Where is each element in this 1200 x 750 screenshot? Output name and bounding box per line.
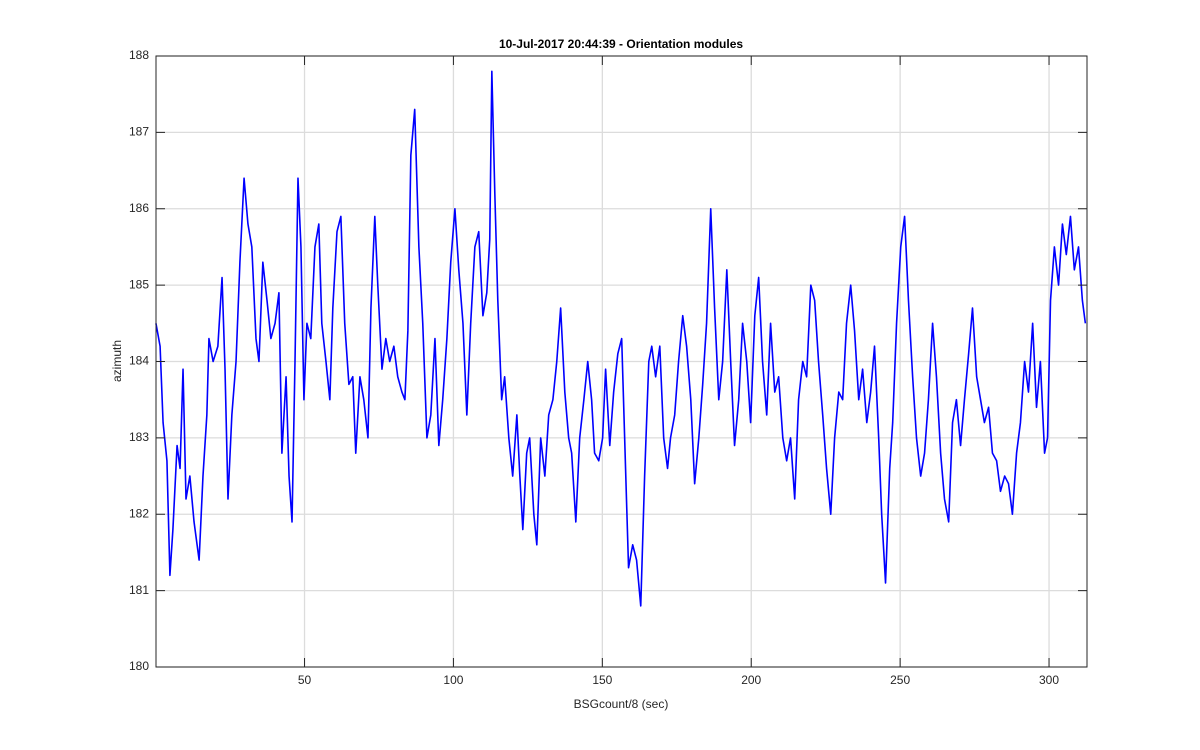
y-tick-label: 188 (129, 48, 149, 62)
y-tick-label: 186 (129, 201, 149, 215)
x-tick-label: 300 (1039, 673, 1059, 687)
x-tick-label: 250 (890, 673, 910, 687)
y-tick-label: 187 (129, 125, 149, 139)
y-tick-label: 182 (129, 506, 149, 520)
y-tick-label: 181 (129, 583, 149, 597)
x-tick-label: 150 (592, 673, 612, 687)
data-line (155, 70, 1087, 607)
x-tick-label: 50 (298, 673, 312, 687)
chart-title: 10-Jul-2017 20:44:39 - Orientation modul… (499, 37, 743, 51)
x-axis-label: BSGcount/8 (sec) (574, 697, 669, 711)
y-axis-label: azimuth (110, 340, 124, 382)
line-layer (155, 70, 1087, 607)
y-tick-label: 184 (129, 354, 149, 368)
tick-layer: 50 100 150 200 250 300 180 181 182 183 184 185 186 18… (129, 48, 1087, 687)
x-tick-label: 100 (443, 673, 463, 687)
y-tick-label: 183 (129, 430, 149, 444)
y-tick-label: 180 (129, 659, 149, 673)
x-tick-label: 200 (741, 673, 761, 687)
y-tick-label: 185 (129, 277, 149, 291)
